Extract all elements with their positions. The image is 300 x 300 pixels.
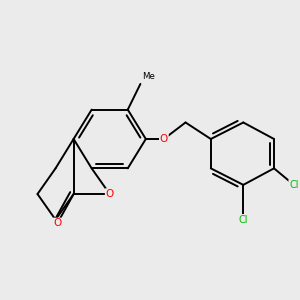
Text: O: O [53, 218, 61, 228]
Text: Me: Me [142, 72, 155, 81]
Text: O: O [160, 134, 168, 144]
Text: Cl: Cl [289, 180, 298, 190]
Text: O: O [106, 189, 114, 199]
Text: Cl: Cl [238, 215, 248, 225]
